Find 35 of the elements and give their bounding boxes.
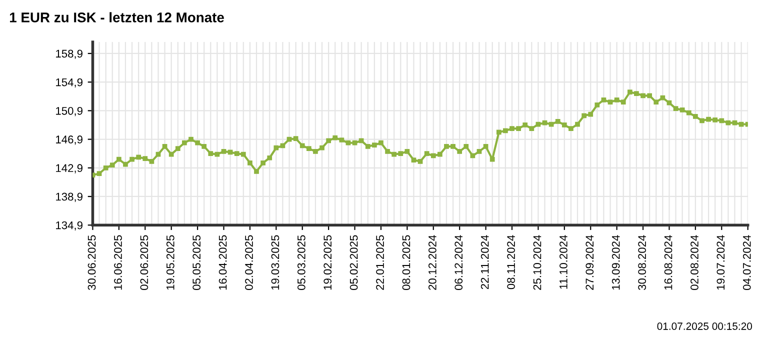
x-tick-label: 19.02.2025 [324,235,332,290]
x-tick-label: 19.07.2024 [716,235,725,290]
x-tick-label: 16.08.2024 [664,235,672,290]
x-tick-label: 11.10.2024 [560,235,568,289]
y-tick-label: 142,9 [56,164,82,174]
x-tick-label: 22.11.2024 [480,235,489,290]
x-tick-label: 08.01.2025 [402,235,410,290]
y-tick-label: 158,9 [56,50,82,59]
y-tick-label: 138,9 [56,192,82,202]
y-tick-label: 134,9 [56,221,82,231]
text: 01.07.2025 00:15:20 [657,322,752,330]
x-tick-label: 06.12.2024 [454,235,463,290]
y-tick-label: 150,9 [56,106,82,116]
x-tick-label: 02.04.2025 [245,235,253,290]
x-tick-label: 13.09.2024 [612,235,620,290]
x-tick-label: 02.06.2025 [140,235,148,290]
x-tick-label: 19.03.2025 [271,235,280,290]
x-tick-label: 05.05.2025 [192,235,201,290]
x-tick-label: 04.07.2024 [742,235,751,290]
x-tick-label: 16.06.2025 [114,235,122,290]
x-tick-label: 16.04.2025 [218,235,227,290]
x-tick-label: 08.11.2024 [507,235,515,290]
x-tick-label: 20.12.2024 [428,235,436,290]
x-tick-label: 19.05.2025 [166,235,174,290]
x-tick-label: 30.06.2025 [88,235,96,290]
x-tick-label: 02.08.2024 [690,235,698,290]
x-tick-label: 05.03.2025 [297,235,306,290]
x-tick-label: 25.10.2024 [533,235,542,290]
y-tick-label: 154,9 [56,78,82,88]
y-tick-label: 146,9 [56,136,82,145]
x-tick-label: 30.08.2024 [638,235,646,290]
x-tick-label: 27.09.2024 [586,235,594,290]
chart-title: 1 EUR zu ISK - letzten 12 Monate [10,12,224,22]
x-tick-label: 05.02.2025 [350,235,358,290]
x-tick-label: 22.01.2025 [376,235,384,290]
